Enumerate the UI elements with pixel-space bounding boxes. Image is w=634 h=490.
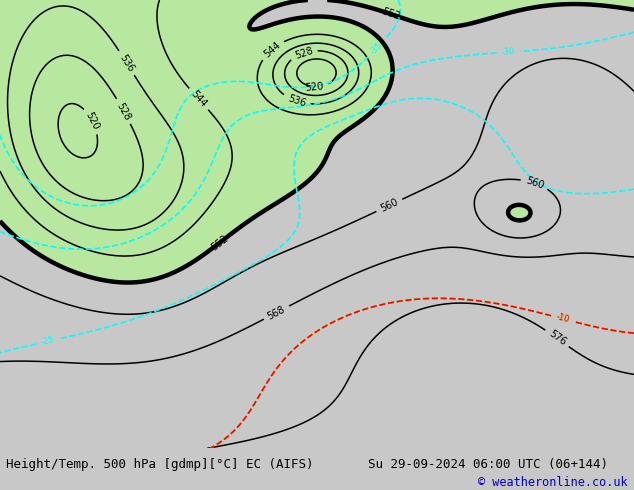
Text: 544: 544 xyxy=(262,40,282,59)
Text: 560: 560 xyxy=(524,175,545,191)
Text: 520: 520 xyxy=(305,81,325,93)
Text: 528: 528 xyxy=(115,100,133,122)
Text: 576: 576 xyxy=(547,329,567,348)
Text: Height/Temp. 500 hPa [gdmp][°C] EC (AIFS): Height/Temp. 500 hPa [gdmp][°C] EC (AIFS… xyxy=(6,458,314,471)
Text: -35: -35 xyxy=(368,40,385,56)
Text: 560: 560 xyxy=(378,197,400,214)
Text: 552: 552 xyxy=(380,6,401,22)
Text: 536: 536 xyxy=(286,94,307,109)
Text: © weatheronline.co.uk: © weatheronline.co.uk xyxy=(478,476,628,489)
Text: -20: -20 xyxy=(555,313,570,325)
Text: -25: -25 xyxy=(40,336,55,347)
Text: Su 29-09-2024 06:00 UTC (06+144): Su 29-09-2024 06:00 UTC (06+144) xyxy=(368,458,608,471)
Text: 544: 544 xyxy=(189,89,209,109)
Text: 520: 520 xyxy=(84,110,101,132)
Text: 536: 536 xyxy=(117,52,136,74)
Text: 528: 528 xyxy=(293,45,314,60)
Text: -30: -30 xyxy=(501,47,515,57)
Text: -10: -10 xyxy=(555,313,570,325)
Text: 568: 568 xyxy=(266,304,287,321)
Text: 552: 552 xyxy=(209,233,230,252)
